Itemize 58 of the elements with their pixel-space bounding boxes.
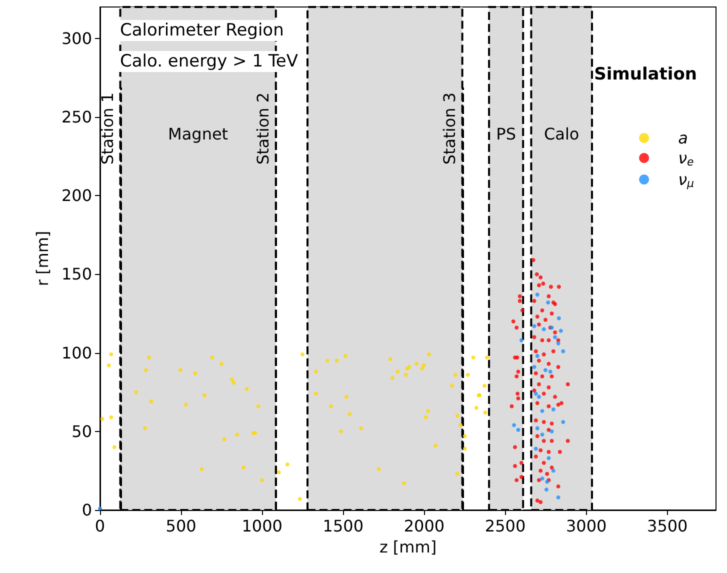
x-tick-label: 0: [94, 516, 106, 536]
y-tick-label: 0: [82, 500, 92, 520]
annotation: Simulation: [594, 64, 697, 84]
point: [534, 446, 538, 451]
point: [546, 456, 551, 460]
point: [556, 316, 561, 320]
point: [98, 506, 102, 510]
annotation: Calorimeter Region: [120, 20, 284, 40]
x-tick-label: 1000: [242, 516, 282, 536]
point: [535, 292, 540, 297]
point: [534, 392, 538, 396]
y-tick-label: 250: [61, 108, 92, 127]
point: [535, 354, 540, 358]
band-label: PS: [496, 124, 516, 144]
x-tick-label: 1500: [322, 516, 364, 536]
ref-line-label: Station 1: [98, 92, 117, 165]
band-label: Calo: [544, 124, 580, 144]
point: [550, 429, 554, 434]
point: [548, 370, 552, 374]
point: [540, 476, 544, 481]
point: [540, 408, 544, 413]
point: [519, 338, 524, 342]
point: [540, 432, 544, 437]
ref-line-label: Station 3: [440, 92, 459, 165]
ref-line-label: Station 2: [253, 92, 272, 165]
point: [532, 364, 536, 369]
y-tick-label: 100: [61, 343, 92, 362]
point: [558, 328, 563, 333]
y-tick-label: 150: [61, 264, 92, 284]
y-axis-title: r [mm]: [33, 230, 52, 286]
x-axis-title: z [mm]: [379, 537, 437, 556]
y-tick-label: 200: [61, 186, 92, 206]
point: [542, 327, 546, 332]
point: [536, 394, 541, 399]
point: [543, 368, 548, 372]
point: [561, 349, 566, 354]
point: [561, 420, 566, 424]
point: [535, 426, 540, 430]
point: [516, 428, 520, 432]
y-tick-label: 300: [61, 28, 92, 48]
x-tick-label: 3000: [566, 516, 607, 536]
x-tick-label: 500: [166, 516, 196, 536]
annotation: Calo. energy > 1 TeV: [120, 52, 298, 72]
band-label: Magnet: [168, 124, 228, 144]
point: [556, 341, 560, 346]
point: [512, 423, 516, 428]
point: [546, 300, 550, 305]
point: [551, 407, 556, 412]
point: [553, 335, 558, 340]
y-tick-label: 50: [72, 422, 92, 441]
x-tick-label: 3500: [647, 516, 688, 536]
legend-label: a: [678, 128, 688, 148]
point: [556, 495, 560, 500]
point: [532, 324, 536, 328]
x-tick-label: 2000: [404, 516, 445, 536]
x-tick-label: 2500: [484, 516, 526, 536]
point: [544, 488, 548, 492]
point: [551, 468, 556, 473]
